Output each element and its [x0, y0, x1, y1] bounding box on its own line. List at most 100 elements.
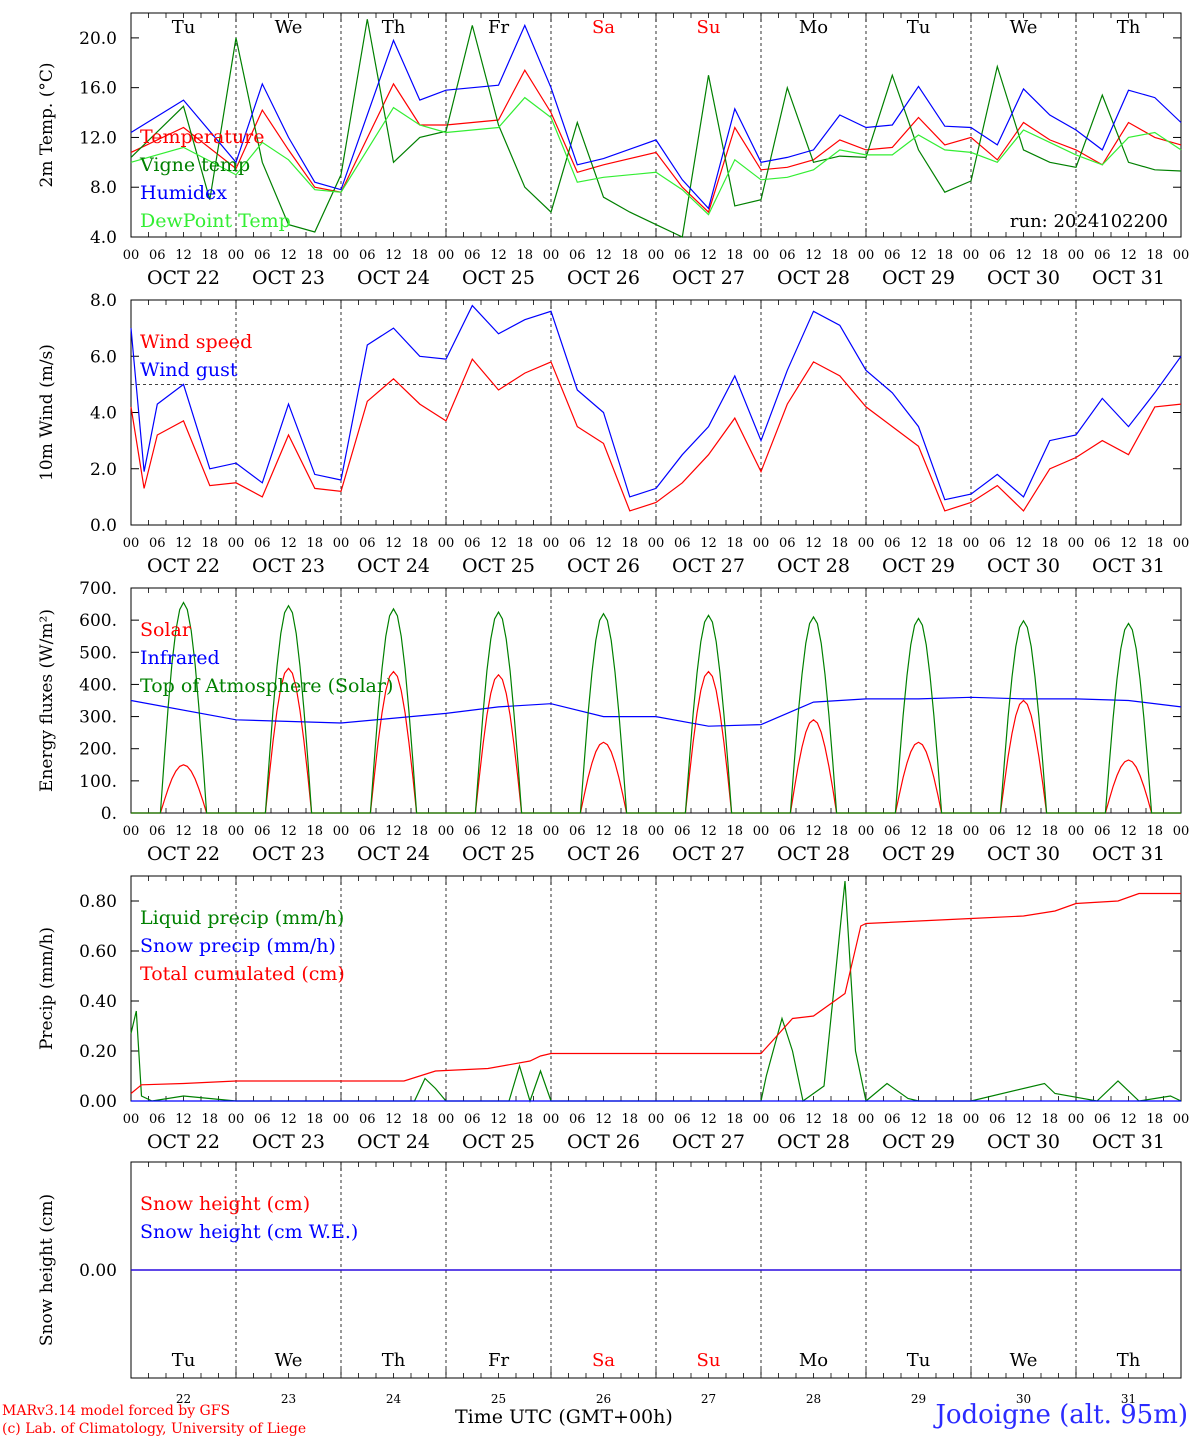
- y-tick-label: 2.0: [90, 460, 117, 480]
- weekday-label: Mo: [799, 17, 828, 38]
- hour-tick-label: 18: [831, 536, 848, 551]
- weekday-label: Mo: [799, 1350, 828, 1371]
- hour-tick-label: 00: [1068, 248, 1085, 263]
- hour-tick-label: 12: [700, 824, 717, 839]
- y-axis-label: Energy fluxes (W/m²): [37, 609, 57, 792]
- series-line: [130, 23, 1182, 210]
- date-label: OCT 27: [672, 267, 745, 289]
- date-label: OCT 29: [882, 1131, 955, 1153]
- hour-tick-label: 06: [149, 536, 166, 551]
- hour-tick-label: 12: [1120, 536, 1137, 551]
- hour-tick-label: 18: [306, 536, 323, 551]
- day-number-label: 22: [176, 1392, 191, 1406]
- date-label: OCT 24: [357, 555, 430, 577]
- series-line: [130, 304, 1182, 501]
- hour-tick-label: 18: [1146, 824, 1163, 839]
- hour-tick-label: 06: [989, 536, 1006, 551]
- y-axis-label: Snow height (cm): [37, 1194, 57, 1346]
- run-label: run: 2024102200: [1010, 211, 1168, 232]
- y-tick-label: 16.0: [79, 79, 117, 99]
- hour-tick-label: 12: [490, 824, 507, 839]
- date-label: OCT 29: [882, 843, 955, 865]
- hour-tick-label: 18: [621, 248, 638, 263]
- hour-tick-label: 06: [254, 1112, 271, 1127]
- hour-tick-label: 18: [1041, 824, 1058, 839]
- date-label: OCT 28: [777, 555, 850, 577]
- legend-entry: Infrared: [140, 647, 220, 669]
- date-label: OCT 23: [252, 267, 325, 289]
- date-label: OCT 27: [672, 843, 745, 865]
- hour-tick-label: 06: [674, 536, 691, 551]
- date-label: OCT 31: [1092, 267, 1165, 289]
- hour-tick-label: 12: [1015, 536, 1032, 551]
- weekday-label: Th: [382, 1350, 406, 1371]
- hour-tick-label: 00: [333, 536, 350, 551]
- date-label: OCT 27: [672, 1131, 745, 1153]
- hour-tick-label: 12: [385, 248, 402, 263]
- y-tick-label: 0.00: [79, 1261, 117, 1281]
- hour-tick-label: 00: [123, 248, 140, 263]
- hour-tick-label: 12: [910, 248, 927, 263]
- hour-tick-label: 00: [543, 536, 560, 551]
- legend-entry: Wind speed: [140, 331, 252, 353]
- hour-tick-label: 06: [464, 824, 481, 839]
- hour-tick-label: 12: [385, 536, 402, 551]
- hour-tick-label: 06: [464, 536, 481, 551]
- hour-tick-label: 18: [201, 1112, 218, 1127]
- day-number-label: 31: [1121, 1392, 1136, 1406]
- hour-tick-label: 18: [1146, 248, 1163, 263]
- hour-tick-label: 18: [516, 824, 533, 839]
- hour-tick-label: 06: [674, 1112, 691, 1127]
- hour-tick-label: 00: [1173, 536, 1190, 551]
- series-line: [130, 96, 1182, 216]
- weekday-label: Sa: [592, 1350, 615, 1371]
- weekday-label: Th: [1117, 17, 1141, 38]
- hour-tick-label: 06: [359, 536, 376, 551]
- hour-tick-label: 12: [910, 1112, 927, 1127]
- hour-tick-label: 00: [648, 536, 665, 551]
- hour-tick-label: 00: [333, 1112, 350, 1127]
- hour-tick-label: 00: [858, 1112, 875, 1127]
- date-label: OCT 29: [882, 555, 955, 577]
- hour-tick-label: 00: [648, 248, 665, 263]
- hour-tick-label: 18: [726, 1112, 743, 1127]
- hour-tick-label: 00: [228, 1112, 245, 1127]
- day-number-label: 27: [701, 1392, 716, 1406]
- hour-tick-label: 06: [1094, 248, 1111, 263]
- hour-tick-label: 06: [464, 1112, 481, 1127]
- hour-tick-label: 12: [910, 824, 927, 839]
- hour-tick-label: 00: [438, 536, 455, 551]
- hour-tick-label: 18: [306, 1112, 323, 1127]
- hour-tick-label: 06: [569, 824, 586, 839]
- date-label: OCT 22: [147, 843, 220, 865]
- date-label: OCT 28: [777, 267, 850, 289]
- hour-tick-label: 00: [858, 248, 875, 263]
- hour-tick-label: 00: [123, 824, 140, 839]
- hour-tick-label: 00: [543, 824, 560, 839]
- weekday-label: We: [275, 1350, 303, 1371]
- hour-tick-label: 18: [831, 1112, 848, 1127]
- date-label: OCT 22: [147, 267, 220, 289]
- hour-tick-label: 06: [674, 824, 691, 839]
- hour-tick-label: 00: [333, 248, 350, 263]
- hour-tick-label: 12: [805, 536, 822, 551]
- y-tick-label: 0.40: [79, 992, 117, 1012]
- hour-tick-label: 00: [858, 824, 875, 839]
- hour-tick-label: 00: [963, 248, 980, 263]
- legend-entry: Solar: [140, 619, 192, 641]
- panel-frame: [130, 12, 1182, 238]
- hour-tick-label: 06: [884, 1112, 901, 1127]
- hour-tick-label: 18: [621, 1112, 638, 1127]
- date-label: OCT 31: [1092, 843, 1165, 865]
- legend-entry: Liquid precip (mm/h): [140, 907, 344, 929]
- legend-entry: Humidex: [140, 182, 227, 204]
- hour-tick-label: 18: [411, 824, 428, 839]
- hour-tick-label: 00: [123, 1112, 140, 1127]
- y-tick-label: 600.: [79, 611, 117, 631]
- hour-tick-label: 18: [411, 248, 428, 263]
- weekday-label: Su: [697, 17, 721, 38]
- hour-tick-label: 06: [884, 248, 901, 263]
- legend-entry: Snow height (cm W.E.): [140, 1221, 358, 1243]
- day-number-label: 23: [281, 1392, 296, 1406]
